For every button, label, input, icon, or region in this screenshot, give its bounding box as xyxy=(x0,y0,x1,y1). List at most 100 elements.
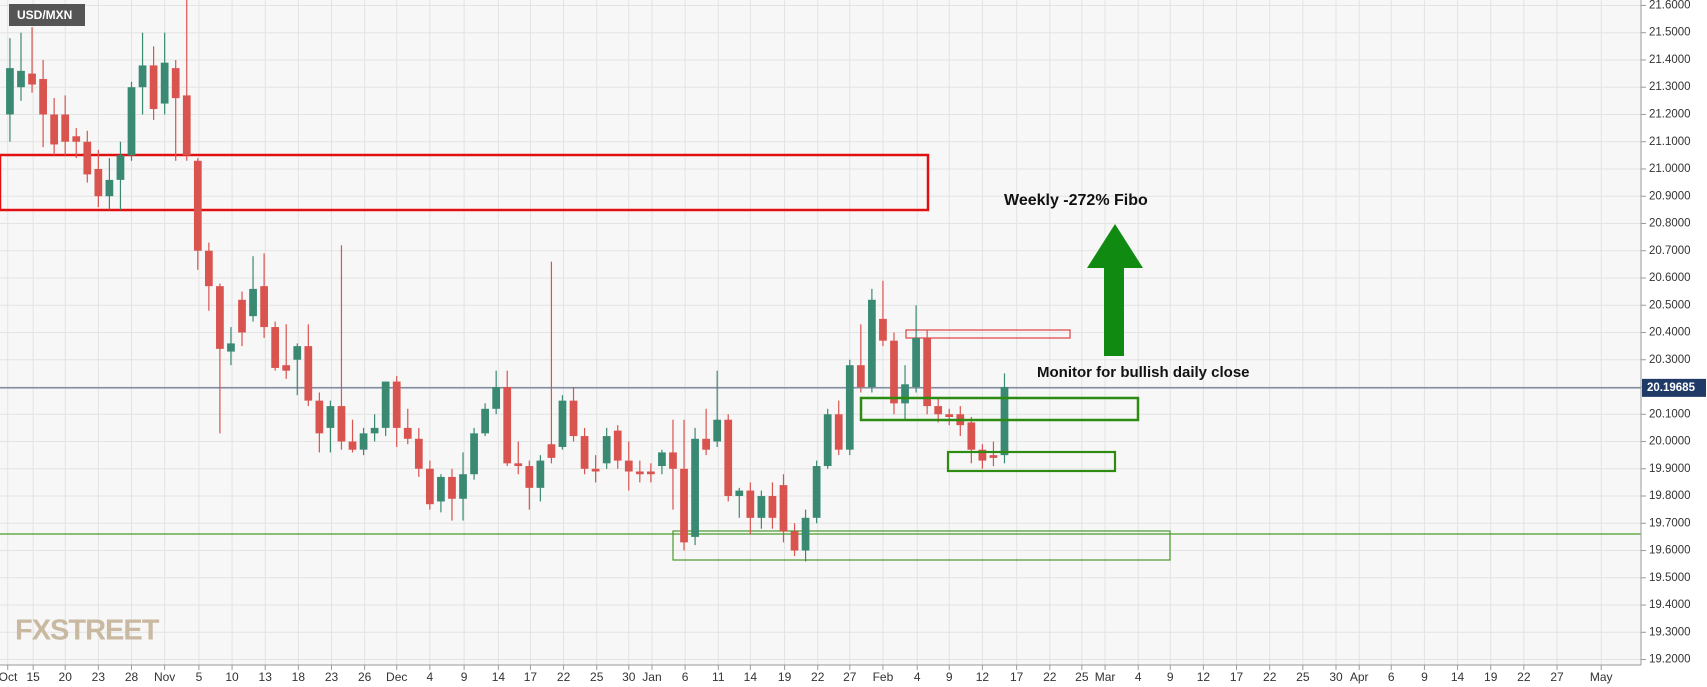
x-tick-label: 25 xyxy=(1075,670,1089,684)
x-tick-label: 22 xyxy=(1517,670,1531,684)
candle-body xyxy=(260,286,268,328)
x-tick-label: 10 xyxy=(225,670,239,684)
x-tick-label: 6 xyxy=(682,670,689,684)
candle-body xyxy=(868,299,876,388)
candle-body xyxy=(591,468,600,472)
x-tick-label: 15 xyxy=(26,670,40,684)
candle-body xyxy=(227,343,235,352)
arrow-shaft xyxy=(1104,267,1124,356)
candle-body xyxy=(94,168,103,197)
x-tick-label: 19 xyxy=(778,670,792,684)
x-tick-label: 30 xyxy=(1329,670,1343,684)
x-tick-label: 17 xyxy=(1010,670,1024,684)
candle-body xyxy=(856,365,865,388)
x-tick-label: 6 xyxy=(1388,670,1395,684)
x-tick-label: 25 xyxy=(1296,670,1310,684)
candle-body xyxy=(204,250,213,287)
candle-body xyxy=(978,449,987,461)
candle-body xyxy=(790,531,799,551)
candle-body xyxy=(149,65,158,110)
x-tick-label: 23 xyxy=(92,670,106,684)
green-zone xyxy=(946,450,1117,473)
last-price-label: 20.19685 xyxy=(1647,382,1696,394)
candle-body xyxy=(702,438,710,450)
candle-body xyxy=(216,286,224,349)
candle-body xyxy=(359,433,368,450)
candle-body xyxy=(647,471,655,475)
y-tick-label: 19.9000 xyxy=(1649,463,1691,475)
y-tick-label: 19.5000 xyxy=(1649,572,1691,584)
candle-body xyxy=(459,474,467,499)
candle-body xyxy=(326,406,335,428)
x-tick-label: Mar xyxy=(1095,670,1116,684)
candle-body xyxy=(238,299,246,333)
watermark: FXSTREET xyxy=(15,615,160,647)
x-tick-label: Jan xyxy=(642,670,661,684)
fibo-zone xyxy=(905,329,1071,339)
x-tick-label: 12 xyxy=(1197,670,1211,684)
candle-body xyxy=(569,400,578,437)
x-tick-label: 30 xyxy=(622,670,636,684)
y-tick-label: 20.7000 xyxy=(1649,245,1691,257)
y-tick-label: 21.2000 xyxy=(1649,108,1691,120)
candle-body xyxy=(6,68,14,115)
x-tick-label: 9 xyxy=(1421,670,1428,684)
x-tick-label: 25 xyxy=(590,670,604,684)
annotation: Weekly -272% Fibo xyxy=(1004,192,1148,209)
x-tick-label: 23 xyxy=(325,670,339,684)
candle-body xyxy=(680,468,688,543)
chart-title: USD/MXN xyxy=(17,8,72,22)
y-tick-label: 19.6000 xyxy=(1649,545,1691,557)
candle-body xyxy=(105,179,114,197)
candle-body xyxy=(127,87,136,156)
y-tick-label: 21.3000 xyxy=(1649,81,1691,93)
x-tick-label: Oct xyxy=(0,670,18,684)
candle-body xyxy=(757,496,766,518)
y-tick-label: 20.6000 xyxy=(1649,272,1691,284)
x-tick-label: 9 xyxy=(1167,670,1174,684)
x-tick-label: 14 xyxy=(744,670,758,684)
candle-body xyxy=(669,452,677,469)
candle-body xyxy=(724,419,733,497)
candle-body xyxy=(503,387,512,464)
candle-body xyxy=(602,436,611,464)
x-tick-label: 4 xyxy=(914,670,921,684)
x-tick-label: 14 xyxy=(492,670,506,684)
candle-body xyxy=(138,65,147,88)
y-tick-label: 20.0000 xyxy=(1649,436,1691,448)
candle-body xyxy=(525,466,534,488)
y-tick-label: 21.1000 xyxy=(1649,136,1691,148)
candle-body xyxy=(403,427,412,439)
y-tick-label: 21.6000 xyxy=(1649,0,1691,11)
candle-body xyxy=(613,430,622,461)
candle-body xyxy=(72,136,81,142)
candle-body xyxy=(547,444,556,458)
candle-body xyxy=(182,95,191,156)
x-tick-label: 20 xyxy=(59,670,73,684)
x-tick-label: 26 xyxy=(358,670,372,684)
candle-body xyxy=(624,460,633,472)
candle-body xyxy=(171,68,180,99)
candle-body xyxy=(879,318,887,341)
candle-body xyxy=(425,468,434,505)
x-tick-label: Dec xyxy=(386,670,407,684)
candle-body xyxy=(768,496,777,518)
candle-body xyxy=(282,365,291,371)
candle-body xyxy=(293,346,302,360)
candle-body xyxy=(923,337,932,407)
arrow-head xyxy=(1087,224,1143,268)
x-tick-label: 13 xyxy=(259,670,273,684)
grid xyxy=(0,0,1641,665)
x-tick-label: 27 xyxy=(843,670,857,684)
x-tick-label: 22 xyxy=(1043,670,1057,684)
x-tick-label: May xyxy=(1590,670,1613,684)
x-tick-label: 14 xyxy=(1451,670,1465,684)
candle-body xyxy=(348,441,357,450)
y-tick-label: 19.7000 xyxy=(1649,517,1691,529)
candle-body xyxy=(912,337,920,388)
candle-body xyxy=(934,406,943,415)
candle-body xyxy=(437,476,445,502)
x-tick-label: 9 xyxy=(461,670,468,684)
y-tick-label: 19.3000 xyxy=(1649,626,1691,638)
y-tick-label: 20.9000 xyxy=(1649,190,1691,202)
